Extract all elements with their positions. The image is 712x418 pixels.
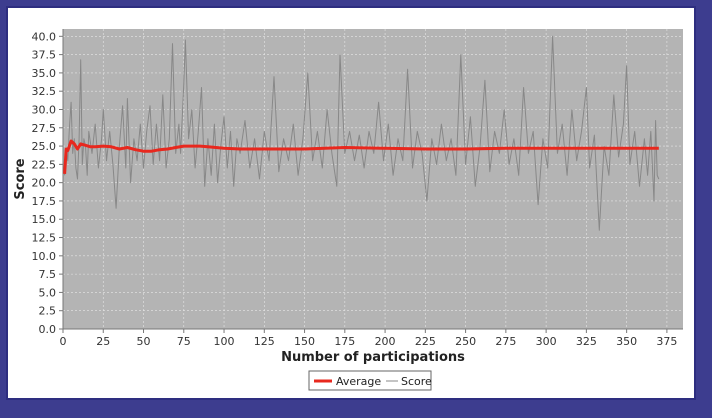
series-group [63,35,660,231]
y-tick-label: 37.5 [32,49,57,62]
y-tick-label: 35.0 [32,67,57,80]
y-tick-label: 17.5 [32,195,57,208]
x-tick-label: 50 [137,335,151,348]
axes: 0.0 2.5 5.0 7.5 10.0 12.5 15.0 17.5 20.0 22.5 25.0… [32,29,683,348]
x-tick-label: 0 [60,335,67,348]
y-tick-label: 27.5 [32,122,57,135]
y-axis-title: Score [13,158,28,199]
y-tick-label: 40.0 [32,30,57,43]
legend-label-score: Score [401,375,432,388]
x-tick-label: 125 [254,335,275,348]
series-line-average [63,139,659,174]
y-tick-label: 32.5 [32,85,57,98]
x-tick-label: 375 [656,335,677,348]
x-tick-label: 350 [616,335,637,348]
x-tick-label: 275 [495,335,516,348]
y-tick-label: 15.0 [32,213,57,226]
x-axis-title: Number of participations [281,350,465,365]
y-tick-label: 30.0 [32,103,57,116]
legend-label-average: Average [336,375,381,388]
x-tick-label: 25 [96,335,110,348]
x-tick-label: 150 [294,335,315,348]
y-tick-label: 5.0 [39,286,57,299]
y-tick-label: 7.5 [39,268,57,281]
x-tick-label: 175 [334,335,355,348]
plot-area [63,29,683,329]
x-tick-label: 100 [214,335,235,348]
legend: Average Score [308,370,432,391]
y-tick-label: 25.0 [32,140,57,153]
y-tick-label: 0.0 [39,323,57,336]
y-tick-label: 10.0 [32,250,57,263]
x-tick-label: 75 [177,335,191,348]
x-tick-label: 325 [576,335,597,348]
x-tick-label: 200 [375,335,396,348]
x-tick-label: 300 [536,335,557,348]
y-tick-label: 20.0 [32,177,57,190]
x-tick-label: 250 [455,335,476,348]
y-tick-label: 12.5 [32,232,57,245]
gridlines [62,29,683,330]
series-line-score [64,35,660,231]
y-tick-label: 22.5 [32,158,57,171]
x-tick-label: 225 [415,335,436,348]
legend-box [308,370,432,391]
y-tick-label: 2.5 [39,305,57,318]
